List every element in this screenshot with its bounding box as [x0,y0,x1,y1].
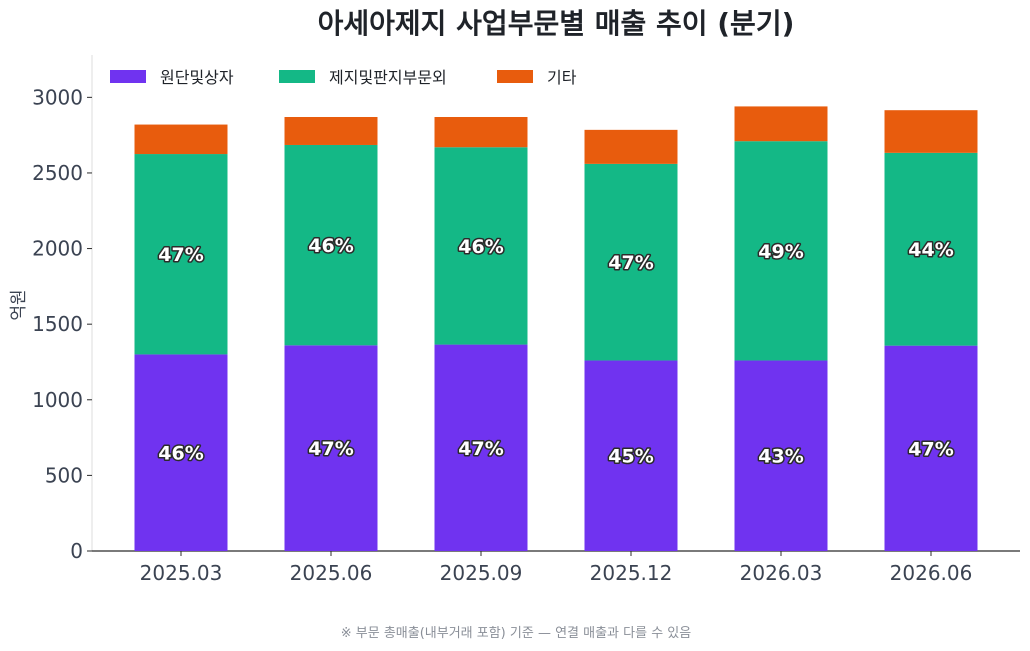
legend-swatch [279,70,315,83]
bar-segment [134,124,228,155]
data-label: 47% [458,438,503,460]
data-label: 46% [308,235,353,257]
plot-area: 0 500 1000 1500 2000 2500 3000 46% 47% 2025.03 47%… [32,55,1020,585]
legend: 원단및상자 제지및판지부문외 기타 [110,68,577,87]
bar-segment [884,152,978,346]
legend-label: 원단및상자 [160,68,234,87]
data-label: 43% [758,446,803,468]
x-tick-label: 2025.03 [140,561,223,585]
bar-segment [134,154,228,355]
x-tick-label: 2025.12 [590,561,673,585]
footnote: ※ 부문 총매출(내부거래 포함) 기준 — 연결 매출과 다를 수 있음 [341,626,691,641]
legend-label: 제지및판지부문외 [329,68,447,87]
bar-segment [134,354,228,551]
data-label: 44% [908,239,953,261]
legend-label: 기타 [547,68,577,87]
y-tick-label: 2000 [32,237,83,261]
bar-segment [734,141,828,361]
x-tick-label: 2025.09 [440,561,523,585]
data-label: 47% [308,438,353,460]
chart-title: 아세아제지 사업부문별 매출 추이 (분기) [318,7,795,40]
legend-swatch [497,70,533,83]
bar-segment [434,117,528,148]
data-label: 49% [758,241,803,263]
bar-segment [884,110,978,153]
y-tick-label: 2500 [32,161,83,185]
data-label: 47% [158,244,203,266]
data-label: 47% [908,438,953,460]
y-tick-label: 1500 [32,312,83,336]
y-tick-label: 3000 [32,85,83,109]
bar-segment [434,344,528,551]
y-tick-label: 1000 [32,388,83,412]
bar-segment [434,147,528,345]
bar-segment [284,345,378,551]
y-axis-label: 억원 [9,289,29,320]
data-label: 47% [608,252,653,274]
bar-segment [284,117,378,145]
data-label: 46% [158,443,203,465]
bar-segment [584,129,678,164]
bar-segment [734,106,828,142]
bar-segment [284,144,378,346]
data-label: 46% [458,236,503,258]
y-tick-label: 500 [45,463,83,487]
bar-segment [584,360,678,551]
bar-segment [734,360,828,551]
bar-segment [884,345,978,551]
x-tick-label: 2025.06 [290,561,373,585]
legend-swatch [110,70,146,83]
y-tick-label: 0 [70,539,83,563]
bar-segment [584,163,678,361]
data-label: 45% [608,446,653,468]
x-tick-label: 2026.06 [890,561,973,585]
x-tick-label: 2026.03 [740,561,823,585]
